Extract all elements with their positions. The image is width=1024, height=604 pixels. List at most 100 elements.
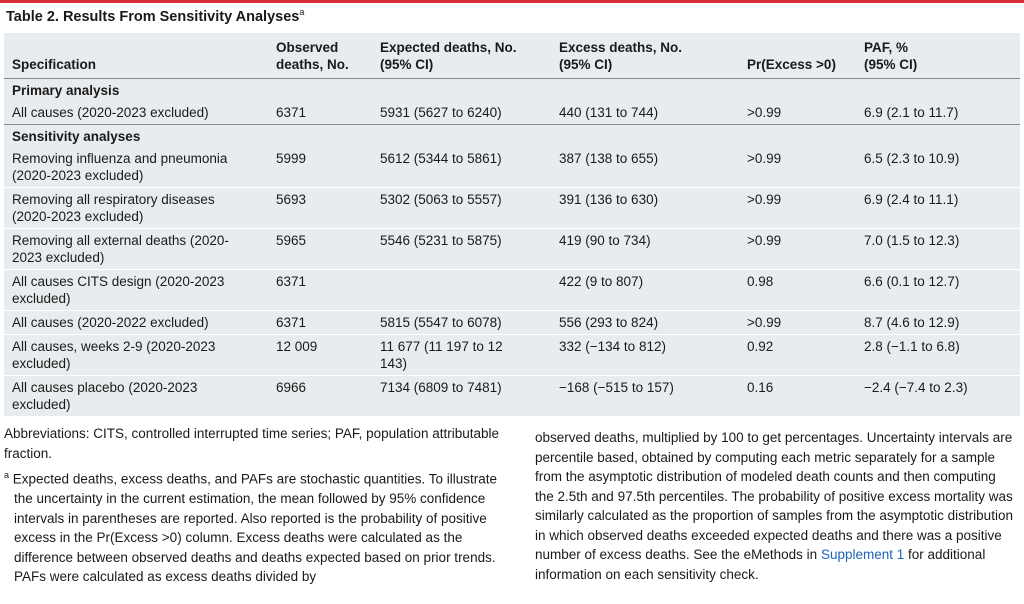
cell-text: All causes, weeks 2-9 (2020-2023 exclude… bbox=[12, 339, 216, 371]
abbreviations: Abbreviations: CITS, controlled interrup… bbox=[4, 426, 500, 461]
results-table: Specification Observed deaths, No. Expected… bbox=[4, 33, 1020, 417]
header-line: Observed bbox=[276, 40, 339, 55]
column-header: Observed deaths, No. bbox=[268, 33, 372, 79]
cell-text: >0.99 bbox=[747, 315, 782, 330]
cell-text: All causes (2020-2022 excluded) bbox=[12, 315, 209, 330]
cell-text: 5612 (5344 to 5861) bbox=[380, 151, 502, 166]
cell-text: 5931 (5627 to 6240) bbox=[380, 105, 502, 120]
table-cell: 6.5 (2.3 to 10.9) bbox=[856, 147, 1020, 188]
header-line: PAF, % bbox=[864, 40, 909, 55]
table-cell: 7.0 (1.5 to 12.3) bbox=[856, 228, 1020, 270]
cell-text: Removing all external deaths (2020-2023 … bbox=[12, 233, 229, 265]
table-cell: 6.9 (2.1 to 11.7) bbox=[856, 101, 1020, 125]
cell-text: 6.5 (2.3 to 10.9) bbox=[864, 151, 960, 166]
table-cell: 6.9 (2.4 to 11.1) bbox=[856, 187, 1020, 229]
header-line: Specification bbox=[12, 57, 97, 72]
table-cell: 387 (138 to 655) bbox=[551, 147, 739, 188]
cell-text: 6.9 (2.4 to 11.1) bbox=[864, 192, 959, 207]
cell-text: 422 (9 to 807) bbox=[559, 274, 644, 289]
table-body: Primary analysis All causes (2020-2023 ex… bbox=[4, 79, 1020, 417]
cell-text: All causes (2020-2023 excluded) bbox=[12, 105, 209, 120]
cell-text: 6966 bbox=[276, 380, 307, 395]
table-cell bbox=[372, 269, 551, 311]
section-label: Primary analysis bbox=[12, 83, 120, 98]
table-cell: Removing all external deaths (2020-2023 … bbox=[4, 228, 268, 270]
data-row: Removing all external deaths (2020-2023 … bbox=[4, 228, 1020, 270]
data-row: All causes CITS design (2020-2023 exclud… bbox=[4, 269, 1020, 311]
footnote-text: Expected deaths, excess deaths, and PAFs… bbox=[12, 471, 498, 585]
cell-text: 5815 (5547 to 6078) bbox=[380, 315, 502, 330]
table-cell: 0.98 bbox=[739, 269, 856, 311]
footnote-marker: a bbox=[4, 470, 10, 480]
cell-text: 7134 (6809 to 7481) bbox=[380, 380, 502, 395]
table-cell: 6371 bbox=[268, 269, 372, 311]
section-row: Sensitivity analyses bbox=[4, 125, 1020, 148]
table-cell: All causes CITS design (2020-2023 exclud… bbox=[4, 269, 268, 311]
cell-text: Removing influenza and pneumonia (2020-2… bbox=[12, 151, 228, 183]
table-cell: All causes (2020-2022 excluded) bbox=[4, 310, 268, 335]
table-cell: 422 (9 to 807) bbox=[551, 269, 739, 311]
cell-text: 6.9 (2.1 to 11.7) bbox=[864, 105, 959, 120]
header-line: Excess deaths, No. bbox=[559, 40, 683, 55]
cell-text: 5693 bbox=[276, 192, 307, 207]
table-cell: >0.99 bbox=[739, 101, 856, 125]
cell-text: 7.0 (1.5 to 12.3) bbox=[864, 233, 960, 248]
supplement-link[interactable]: Supplement 1 bbox=[820, 547, 905, 562]
table-cell: 11 677 (11 197 to 12 143) bbox=[372, 334, 551, 376]
cell-text: 6371 bbox=[276, 105, 307, 120]
column-header: Specification bbox=[4, 33, 268, 79]
table-cell: >0.99 bbox=[739, 310, 856, 335]
cell-text: 387 (138 to 655) bbox=[559, 151, 659, 166]
data-row: All causes (2020-2022 excluded) 6371 5815 … bbox=[4, 310, 1020, 335]
column-header: PAF, % (95% CI) bbox=[856, 33, 1020, 79]
cell-text: 0.16 bbox=[747, 380, 774, 395]
table-title: Table 2. Results From Sensitivity Analys… bbox=[6, 7, 304, 25]
header-line: Pr(Excess >0) bbox=[747, 57, 836, 72]
table-cell: 6.6 (0.1 to 12.7) bbox=[856, 269, 1020, 311]
notes-right: observed deaths, multiplied by 100 to ge… bbox=[535, 428, 1015, 584]
column-header: Excess deaths, No. (95% CI) bbox=[551, 33, 739, 79]
table-cell: All causes (2020-2023 excluded) bbox=[4, 101, 268, 125]
footnote-text: for additional information on each sensi… bbox=[535, 547, 986, 582]
top-rule bbox=[0, 0, 1024, 3]
cell-text: 440 (131 to 744) bbox=[559, 105, 659, 120]
cell-text: 0.92 bbox=[747, 339, 774, 354]
table-cell: 5815 (5547 to 6078) bbox=[372, 310, 551, 335]
cell-text: Removing all respiratory diseases (2020-… bbox=[12, 192, 215, 224]
table-cell: 6371 bbox=[268, 101, 372, 125]
table-cell: 5999 bbox=[268, 147, 372, 188]
title-text: Table 2. Results From Sensitivity Analys… bbox=[6, 8, 300, 25]
table-cell: 391 (136 to 630) bbox=[551, 187, 739, 229]
table-cell: 5965 bbox=[268, 228, 372, 270]
table-cell: −168 (−515 to 157) bbox=[551, 375, 739, 417]
table-cell: 6966 bbox=[268, 375, 372, 417]
cell-text: >0.99 bbox=[747, 151, 782, 166]
footnote: a Expected deaths, excess deaths, and PA… bbox=[4, 466, 519, 587]
cell-text: >0.99 bbox=[747, 233, 782, 248]
cell-text: 5965 bbox=[276, 233, 307, 248]
table-cell: 6371 bbox=[268, 310, 372, 335]
table-cell: 419 (90 to 734) bbox=[551, 228, 739, 270]
table-cell: Removing influenza and pneumonia (2020-2… bbox=[4, 147, 268, 188]
table-cell: 5931 (5627 to 6240) bbox=[372, 101, 551, 125]
table-cell: 2.8 (−1.1 to 6.8) bbox=[856, 334, 1020, 376]
table-cell: All causes, weeks 2-9 (2020-2023 exclude… bbox=[4, 334, 268, 376]
table-cell: 5302 (5063 to 5557) bbox=[372, 187, 551, 229]
table-cell: 12 009 bbox=[268, 334, 372, 376]
table-cell: 5693 bbox=[268, 187, 372, 229]
header-line: deaths, No. bbox=[276, 57, 349, 72]
section-row: Primary analysis bbox=[4, 79, 1020, 102]
table-cell: >0.99 bbox=[739, 228, 856, 270]
cell-text: 6.6 (0.1 to 12.7) bbox=[864, 274, 960, 289]
cell-text: 556 (293 to 824) bbox=[559, 315, 659, 330]
column-header: Pr(Excess >0) bbox=[739, 33, 856, 79]
cell-text: 8.7 (4.6 to 12.9) bbox=[864, 315, 960, 330]
data-row: All causes (2020-2023 excluded) 6371 5931 … bbox=[4, 101, 1020, 125]
data-row: All causes, weeks 2-9 (2020-2023 exclude… bbox=[4, 334, 1020, 376]
data-row: Removing all respiratory diseases (2020-… bbox=[4, 187, 1020, 229]
cell-text: 419 (90 to 734) bbox=[559, 233, 651, 248]
notes-left: Abbreviations: CITS, controlled interrup… bbox=[4, 424, 519, 587]
cell-text: 11 677 (11 197 to 12 143) bbox=[380, 339, 503, 371]
data-row: All causes placebo (2020-2023 excluded) 6… bbox=[4, 375, 1020, 417]
cell-text: 332 (−134 to 812) bbox=[559, 339, 666, 354]
